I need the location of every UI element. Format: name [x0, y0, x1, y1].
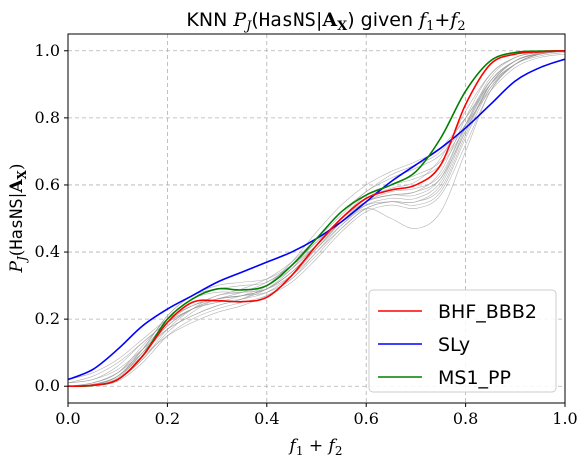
legend-label: BHF_BBB2	[438, 301, 537, 323]
background-curve	[67, 51, 566, 384]
ticks: 0.0 0.2 0.4 0.6 0.8 1.0 0.0 0.2 0.4 0.6 0.8 1.0	[35, 41, 578, 428]
x-tick-label: 0.8	[453, 409, 478, 428]
y-tick-label: 0.4	[35, 242, 60, 261]
y-tick-label: 0.0	[35, 376, 60, 395]
legend-label: SLy	[438, 334, 470, 356]
x-tick-label: 0.6	[353, 409, 378, 428]
background-curve	[67, 50, 566, 387]
plot-frame	[67, 33, 566, 404]
y-axis-title: PJ(HasNS|AX)	[7, 164, 29, 274]
legend: BHF_BBB2 SLy MS1_PP	[368, 289, 557, 393]
series-line-bhf-bbb2	[67, 49, 566, 388]
x-axis-title: f1 + f2	[288, 436, 343, 458]
background-curve	[67, 50, 566, 387]
y-tick-label: 0.6	[35, 175, 60, 194]
chart-title: KNN PJ(HasNS|AX) given f1+f2	[186, 9, 465, 34]
x-tick-label: 1.0	[552, 409, 577, 428]
x-tick-label: 0.4	[254, 409, 279, 428]
y-tick-label: 1.0	[35, 41, 60, 60]
legend-label: MS1_PP	[438, 367, 511, 389]
y-tick-label: 0.8	[35, 108, 60, 127]
legend-box	[368, 289, 557, 393]
x-tick-label: 0.2	[155, 409, 180, 428]
background-curve	[67, 50, 566, 387]
y-tick-label: 0.2	[35, 309, 60, 328]
series-curves	[67, 49, 566, 388]
x-tick-label: 0.0	[55, 409, 80, 428]
